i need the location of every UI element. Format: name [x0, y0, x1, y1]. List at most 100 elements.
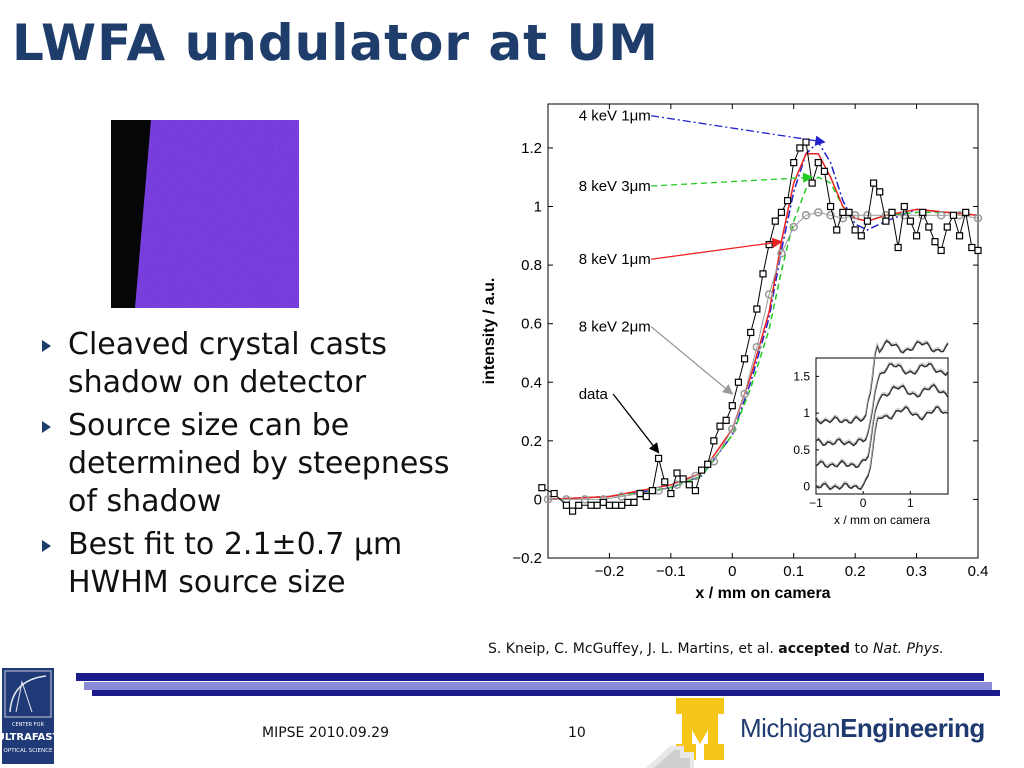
series-8-kev-2-m-point — [617, 492, 626, 501]
series-data-point — [648, 487, 657, 495]
x-tick-label: −0.2 — [595, 563, 625, 580]
series-8-kev-2-m-point — [691, 471, 700, 481]
bullet-item: Cleaved crystal casts shadow on detector — [40, 326, 480, 402]
cuos-logo-line-1: CENTER FOR — [12, 722, 44, 728]
footer-rule-dark — [76, 673, 984, 681]
series-data-point — [925, 223, 933, 231]
bullet-item: Best fit to 2.1±0.7 μm HWHM source size — [40, 526, 480, 602]
inset-x-tick-label: 0 — [860, 496, 867, 510]
bullet-arrow-icon — [42, 421, 51, 433]
y-tick-label: −0.2 — [512, 550, 542, 567]
x-tick-label: 0.1 — [783, 563, 804, 580]
annotation-label: 8 keV 1μm — [579, 251, 651, 268]
series-data-point — [759, 270, 767, 278]
logo-text-michigan: Michigan — [740, 713, 841, 743]
series-data-point — [943, 223, 951, 231]
series-data-point — [538, 484, 546, 492]
series-data-point — [833, 226, 841, 234]
series-data-point — [869, 179, 878, 187]
y-tick-label: 0 — [534, 491, 542, 508]
series-data-point — [704, 460, 712, 468]
series-data-point — [802, 138, 810, 146]
series-data-point — [937, 246, 945, 255]
y-tick-label: 1 — [534, 199, 542, 216]
inset-x-tick-label: 1 — [907, 496, 914, 510]
series-8-kev-2-m-point — [826, 211, 835, 220]
series-8-kev-2-m-point — [814, 208, 823, 217]
block-m-logo-icon — [646, 698, 724, 768]
bullet-item: Source size can be determined by steepne… — [40, 407, 480, 521]
series-8-kev-2-m-point — [764, 290, 774, 299]
crystal-shadow-image — [111, 120, 299, 308]
inset-trace-fit — [815, 361, 949, 445]
series-8-kev-2-m-point — [801, 211, 811, 220]
annotation-arrow — [612, 393, 660, 454]
series-data-point — [814, 158, 822, 167]
series-data-point — [790, 158, 798, 167]
series-data-point — [740, 355, 749, 363]
series-data-point — [863, 217, 872, 225]
x-tick-label: −0.1 — [656, 563, 686, 580]
cuos-logo-line-3: OPTICAL SCIENCE — [4, 748, 53, 754]
series-data-point — [747, 328, 755, 337]
x-tick-label: 0.2 — [845, 563, 866, 580]
citation: S. Kneip, C. McGuffey, J. L. Martins, et… — [488, 641, 944, 657]
series-data-point — [661, 478, 669, 486]
bullet-arrow-icon — [42, 540, 51, 552]
series-data-point — [906, 217, 915, 225]
series-data-point — [962, 208, 970, 216]
series-data-point — [575, 501, 583, 509]
footer-event: MIPSE 2010.09.29 — [262, 725, 389, 741]
series-data-point — [734, 378, 743, 386]
series-data-point — [691, 487, 700, 495]
series-data-point — [912, 232, 921, 240]
cuos-logo: CENTER FOR ULTRAFAST OPTICAL SCIENCE — [2, 668, 54, 764]
logo-text-engineering: Engineering — [840, 713, 985, 743]
inset-frame — [815, 357, 949, 495]
inset-x-axis-label: x / mm on camera — [834, 513, 930, 527]
inset-x-tick-label: −1 — [809, 496, 823, 510]
slide-title: LWFA undulator at UM — [12, 14, 659, 72]
citation-journal: Nat. Phys. — [873, 641, 944, 657]
annotation-label: data — [579, 386, 609, 403]
series-data-point — [642, 492, 650, 501]
annotation-label: 4 keV 1μm — [579, 108, 651, 125]
series-data-point — [900, 202, 908, 211]
y-tick-label: 0.2 — [521, 433, 542, 450]
series-data-point — [654, 454, 663, 463]
michigan-engineering-logo: MichiganEngineering — [740, 713, 985, 744]
series-data-point — [599, 498, 607, 506]
series-data-point — [949, 211, 958, 219]
inset-trace-fit — [815, 404, 949, 488]
series-data-point — [685, 481, 693, 489]
annotation-arrow — [651, 172, 814, 187]
footer-rule-dark-2 — [92, 690, 1000, 696]
y-tick-label: 0.4 — [521, 374, 542, 391]
x-tick-label: 0.4 — [968, 563, 989, 580]
series-data-point — [605, 501, 614, 509]
series-8-kev-2-m-point — [936, 211, 946, 220]
series-data-point — [845, 208, 853, 216]
series-data-point — [888, 208, 896, 216]
y-tick-label: 1.2 — [521, 140, 542, 157]
series-data-point — [673, 469, 681, 477]
series-data-point — [624, 498, 632, 506]
series-data-point — [710, 437, 718, 445]
series-data-point — [550, 489, 558, 498]
series-data-point — [783, 197, 792, 205]
series-data-point — [562, 501, 571, 509]
series-data-point — [611, 501, 620, 509]
y-tick-label: 0.8 — [521, 257, 542, 274]
series-data-point — [636, 489, 644, 498]
series-8-kev-2-m-point — [973, 213, 983, 223]
inset-y-tick-label: 0 — [803, 480, 810, 494]
series-data-point — [753, 305, 761, 313]
series-data-point — [820, 167, 829, 175]
series-data-point — [667, 489, 675, 498]
series-data-point — [931, 238, 939, 246]
series-data-point — [919, 208, 927, 216]
series-data-point — [777, 208, 786, 216]
citation-to: to — [854, 641, 869, 657]
series-8-kev-2-m-point — [789, 222, 798, 232]
annotation-arrow — [651, 115, 826, 146]
